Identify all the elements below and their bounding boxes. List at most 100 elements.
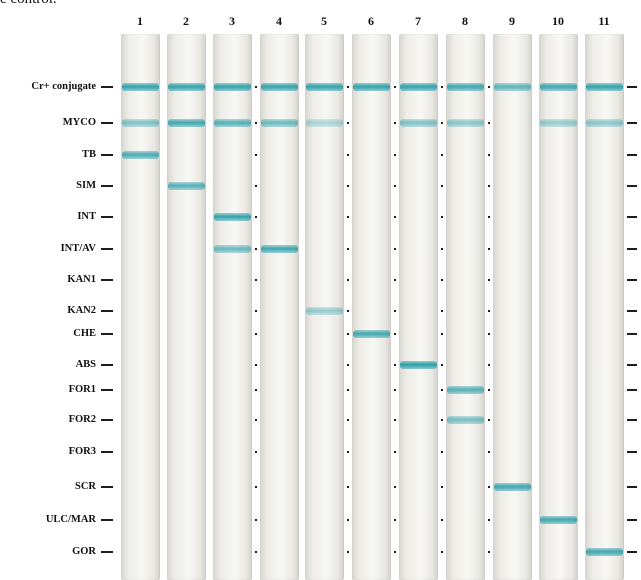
row-tick (440, 519, 443, 521)
row-tick (393, 122, 396, 124)
hybridization-band (585, 83, 623, 91)
row-tick (440, 451, 443, 453)
row-tick (254, 279, 257, 281)
row-tick (440, 86, 443, 88)
hybridization-band (260, 245, 298, 253)
test-strip (212, 34, 252, 580)
row-tick (626, 86, 637, 88)
row-tick (487, 279, 490, 281)
row-tick (440, 248, 443, 250)
hybridization-band (352, 330, 390, 338)
row-tick (487, 419, 490, 421)
probe-label: Cr+ conjugate (31, 81, 96, 92)
test-strip (584, 34, 624, 580)
probe-label: TB (81, 149, 96, 160)
row-tick (254, 216, 257, 218)
row-tick (254, 185, 257, 187)
hybridization-band (305, 119, 343, 127)
row-tick (101, 279, 113, 281)
row-tick (101, 389, 113, 391)
probe-label: SCR (74, 481, 96, 492)
row-tick (346, 419, 349, 421)
test-strip (398, 34, 438, 580)
hybridization-band (399, 83, 437, 91)
row-tick (254, 551, 257, 553)
lane-number: 1 (137, 14, 143, 28)
row-tick (487, 216, 490, 218)
hybridization-band (399, 119, 437, 127)
probe-label: ULC/MAR (45, 514, 96, 525)
row-tick (626, 333, 637, 335)
row-tick (626, 310, 637, 312)
row-tick (487, 486, 490, 488)
row-tick (393, 248, 396, 250)
hybridization-band (305, 307, 343, 315)
row-tick (346, 279, 349, 281)
row-tick (440, 154, 443, 156)
row-tick (626, 451, 637, 453)
row-tick (254, 364, 257, 366)
hybridization-band (213, 119, 251, 127)
row-tick (487, 154, 490, 156)
row-tick (346, 451, 349, 453)
row-tick (393, 419, 396, 421)
lane-number: 4 (276, 14, 282, 28)
row-tick (487, 86, 490, 88)
hybridization-band (585, 119, 623, 127)
hybridization-band (446, 119, 484, 127)
row-tick (626, 486, 637, 488)
row-tick (346, 185, 349, 187)
probe-label: FOR3 (68, 446, 96, 457)
hybridization-band (121, 119, 159, 127)
figure-caption: e control. (0, 0, 57, 8)
lane-number: 5 (321, 14, 327, 28)
hybridization-band (446, 416, 484, 424)
row-tick (487, 185, 490, 187)
row-tick (346, 364, 349, 366)
row-tick (101, 333, 113, 335)
hybridization-band (167, 83, 205, 91)
row-tick (101, 310, 113, 312)
row-tick (393, 451, 396, 453)
row-tick (487, 551, 490, 553)
hybridization-band (305, 83, 343, 91)
row-tick (626, 185, 637, 187)
probe-label: ABS (75, 359, 96, 370)
row-tick (346, 216, 349, 218)
row-tick (346, 389, 349, 391)
row-tick (626, 519, 637, 521)
row-tick (626, 551, 637, 553)
probe-label: MYCO (62, 117, 96, 128)
lane-number: 6 (368, 14, 374, 28)
row-tick (393, 333, 396, 335)
test-strip (492, 34, 532, 580)
row-tick (393, 389, 396, 391)
row-tick (101, 486, 113, 488)
row-tick (440, 279, 443, 281)
row-tick (254, 486, 257, 488)
test-strip (351, 34, 391, 580)
probe-label: FOR2 (68, 414, 96, 425)
probe-label: INT (77, 211, 96, 222)
row-tick (440, 185, 443, 187)
probe-label: CHE (73, 328, 96, 339)
row-tick (487, 519, 490, 521)
lane-number: 10 (552, 14, 564, 28)
probe-label: SIM (76, 180, 96, 191)
lane-number: 3 (229, 14, 235, 28)
test-strip (166, 34, 206, 580)
row-tick (440, 551, 443, 553)
test-strip (538, 34, 578, 580)
row-tick (487, 364, 490, 366)
hybridization-band (539, 516, 577, 524)
probe-label: KAN2 (67, 305, 96, 316)
lane-number: 8 (462, 14, 468, 28)
lane-number: 7 (415, 14, 421, 28)
row-tick (101, 216, 113, 218)
hybridization-band (539, 119, 577, 127)
row-tick (101, 419, 113, 421)
row-tick (393, 551, 396, 553)
row-tick (440, 486, 443, 488)
hybridization-band (585, 548, 623, 556)
